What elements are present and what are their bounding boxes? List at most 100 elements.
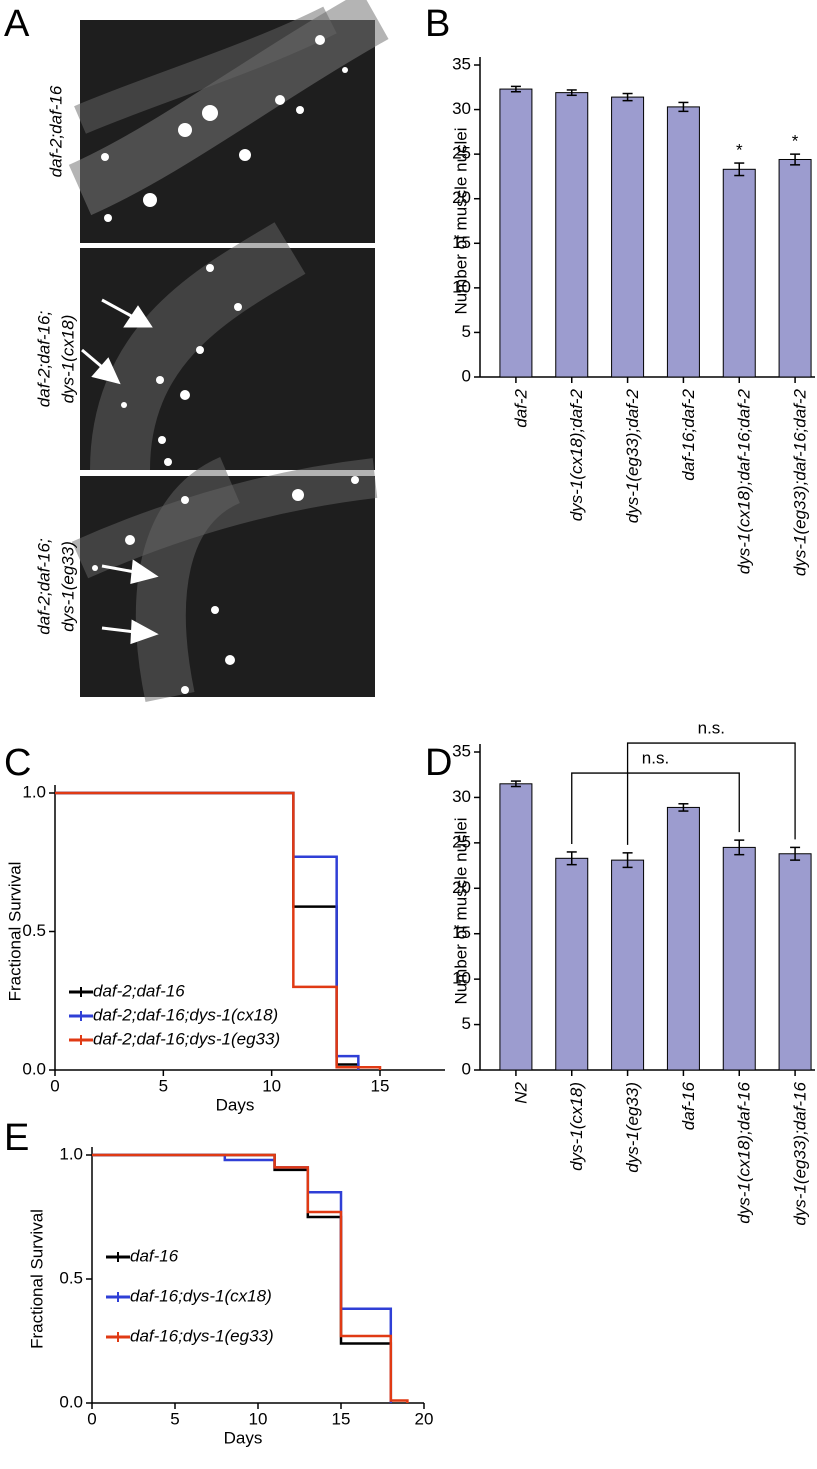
legend-label: daf-2;daf-16 [93,981,185,1000]
y-axis-label: Fractional Survival [5,862,24,1002]
micrograph [80,222,375,471]
x-tick-label: daf-16;daf-2 [679,388,698,480]
y-tick-label: 20 [452,878,471,897]
y-tick-label: 0 [462,1059,471,1078]
bracket [626,742,796,845]
x-tick-label: dys-1(eg33) [623,1082,642,1173]
bar [778,853,812,1071]
y-tick-label: 1.0 [59,1144,83,1163]
image-caption: daf-2;daf-16; [34,311,53,408]
y-tick-label: 5 [462,322,471,341]
bar [611,96,645,378]
x-tick-label: dys-1(cx18);daf-16 [735,1081,754,1223]
y-tick-label: 30 [452,787,471,806]
image-caption: dys-1(eg33) [58,541,77,632]
survival-curve [55,791,382,1070]
y-tick-label: 5 [462,1014,471,1033]
x-tick-label: 10 [262,1076,281,1095]
x-tick-label: 10 [249,1409,268,1428]
bar [778,158,812,378]
bar [499,88,533,378]
y-tick-label: 35 [452,741,471,760]
y-tick-label: 35 [452,54,471,73]
x-axis-label: Days [216,1095,255,1114]
x-tick-label: dys-1(cx18);daf-2 [567,388,586,521]
survival-curve [55,791,360,1070]
error-bar [622,852,633,869]
image-caption: dys-1(cx18) [58,315,77,404]
y-tick-label: 0 [462,366,471,385]
x-tick-label: 0 [50,1076,59,1095]
bar [666,106,700,378]
y-tick-label: 30 [452,99,471,118]
error-bar [678,803,689,812]
x-tick-label: dys-1(cx18);daf-16;daf-2 [735,388,754,574]
x-tick-label: dys-1(eg33);daf-2 [623,388,642,523]
y-tick-label: 0.5 [59,1268,83,1287]
panel-label: C [4,742,31,784]
y-tick-label: 1.0 [22,782,46,801]
x-tick-label: daf-2 [511,388,530,427]
error-bar [734,839,745,856]
error-bar [510,85,521,93]
x-tick-label: 5 [170,1409,179,1428]
y-tick-label: 25 [452,832,471,851]
y-axis-label: Fractional Survival [27,1209,46,1349]
legend-label: daf-16;dys-1(eg33) [130,1326,274,1345]
y-tick-label: 10 [452,969,471,988]
x-tick-label: dys-1(eg33);daf-16 [791,1081,810,1225]
bar [611,859,645,1071]
panel-label: B [425,3,450,45]
y-axis-label: Number of muscle nuclei [451,127,470,314]
survival-curve [55,791,360,1070]
bar [722,168,756,378]
x-tick-label: N2 [511,1081,530,1103]
y-tick-label: 20 [452,188,471,207]
x-tick-label: 15 [332,1409,351,1428]
panel-label: E [4,1117,29,1159]
error-bar [622,92,633,102]
significance-marker: * [736,141,743,160]
x-tick-label: 0 [87,1409,96,1428]
x-tick-label: 15 [371,1076,390,1095]
legend-label: daf-16;dys-1(cx18) [130,1286,272,1305]
legend-label: daf-16 [130,1246,179,1265]
image-caption: daf-2;daf-16 [46,85,65,177]
bracket-label: n.s. [642,749,669,768]
survival-curve [92,1153,409,1403]
y-tick-label: 25 [452,144,471,163]
y-tick-label: 0.5 [22,921,46,940]
bracket [571,772,740,844]
y-tick-label: 0.0 [22,1059,46,1078]
bracket-label: n.s. [698,719,725,738]
x-tick-label: 20 [415,1409,434,1428]
y-tick-label: 15 [452,923,471,942]
legend-label: daf-2;daf-16;dys-1(cx18) [93,1005,278,1024]
error-bar [790,846,801,861]
x-tick-label: daf-16 [679,1081,698,1130]
error-bar [790,153,801,166]
legend-label: daf-2;daf-16;dys-1(eg33) [93,1029,280,1048]
significance-marker: * [792,132,799,151]
bar [499,783,533,1071]
micrograph [71,457,378,703]
x-tick-label: 5 [159,1076,168,1095]
bar [555,857,589,1071]
error-bar [678,101,689,113]
y-tick-label: 15 [452,233,471,252]
panel-label: A [4,3,30,45]
x-tick-label: dys-1(eg33);daf-16;daf-2 [791,388,810,576]
error-bar [734,162,745,177]
error-bar [566,89,577,97]
y-tick-label: 0.0 [59,1392,83,1411]
x-axis-label: Days [224,1428,263,1447]
y-axis-label: Number of muscle nuclei [451,817,470,1004]
micrograph [68,0,389,243]
image-caption: daf-2;daf-16; [34,538,53,635]
y-tick-label: 10 [452,277,471,296]
panel-label: D [425,742,452,784]
error-bar [566,851,577,866]
survival-curve [92,1153,393,1403]
bar [722,846,756,1071]
